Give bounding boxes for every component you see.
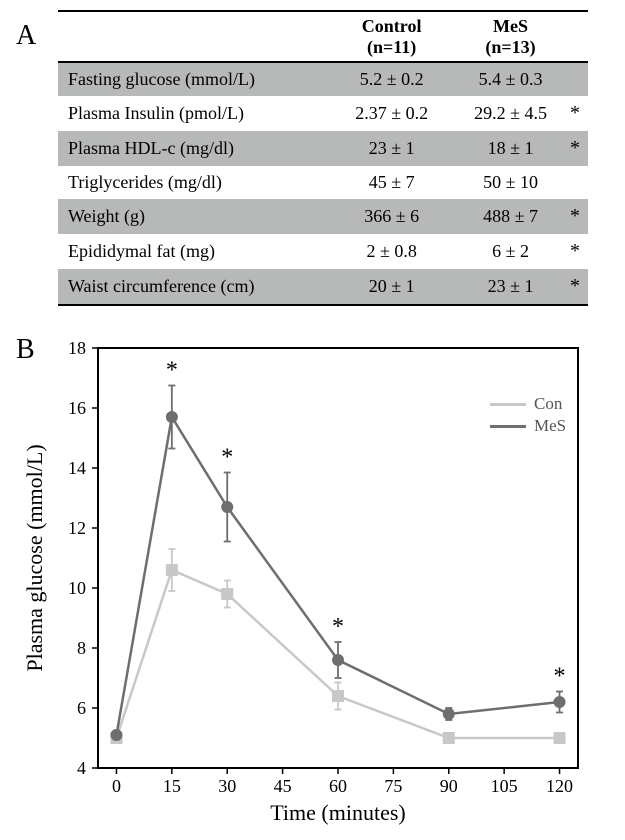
panel-a-label: A bbox=[16, 20, 36, 52]
cell-mes: 6 ± 2 bbox=[451, 234, 570, 269]
table-row: Plasma HDL-c (mg/dl)23 ± 118 ± 1* bbox=[58, 131, 588, 166]
cell-sig: * bbox=[570, 96, 588, 131]
table-row: Triglycerides (mg/dl)45 ± 750 ± 10 bbox=[58, 166, 588, 199]
svg-text:14: 14 bbox=[68, 458, 86, 478]
cell-mes: 5.4 ± 0.3 bbox=[451, 62, 570, 96]
cell-control: 23 ± 1 bbox=[332, 131, 451, 166]
chart-legend: ConMeS bbox=[490, 394, 566, 438]
table-row: Waist circumference (cm)20 ± 123 ± 1* bbox=[58, 269, 588, 305]
svg-text:90: 90 bbox=[440, 776, 458, 796]
col-header-param bbox=[58, 11, 332, 62]
legend-swatch bbox=[490, 403, 526, 406]
svg-text:45: 45 bbox=[274, 776, 292, 796]
col-header-mes-title: MeS bbox=[493, 16, 528, 36]
legend-label: MeS bbox=[534, 416, 566, 436]
svg-text:8: 8 bbox=[77, 638, 86, 658]
table-row: Epididymal fat (mg)2 ± 0.86 ± 2* bbox=[58, 234, 588, 269]
svg-text:105: 105 bbox=[491, 776, 518, 796]
cell-param: Plasma HDL-c (mg/dl) bbox=[58, 131, 332, 166]
table-row: Plasma Insulin (pmol/L)2.37 ± 0.229.2 ± … bbox=[58, 96, 588, 131]
cell-param: Triglycerides (mg/dl) bbox=[58, 166, 332, 199]
cell-control: 366 ± 6 bbox=[332, 199, 451, 234]
cell-param: Weight (g) bbox=[58, 199, 332, 234]
cell-sig: * bbox=[570, 131, 588, 166]
svg-text:16: 16 bbox=[68, 398, 86, 418]
cell-mes: 488 ± 7 bbox=[451, 199, 570, 234]
svg-text:Time (minutes): Time (minutes) bbox=[270, 800, 405, 825]
svg-text:*: * bbox=[554, 664, 566, 690]
cell-sig bbox=[570, 62, 588, 96]
cell-mes: 29.2 ± 4.5 bbox=[451, 96, 570, 131]
cell-param: Waist circumference (cm) bbox=[58, 269, 332, 305]
cell-control: 45 ± 7 bbox=[332, 166, 451, 199]
panel-b-chart: 4 6 8 10 12 14 16 18 0 15 30 45 60 75 90 105 120 Time (mi… bbox=[0, 328, 625, 828]
svg-text:12: 12 bbox=[68, 518, 86, 538]
svg-text:60: 60 bbox=[329, 776, 347, 796]
svg-text:75: 75 bbox=[384, 776, 402, 796]
col-header-sig bbox=[570, 11, 588, 62]
col-header-control: Control (n=11) bbox=[332, 11, 451, 62]
cell-control: 2.37 ± 0.2 bbox=[332, 96, 451, 131]
table-row: Fasting glucose (mmol/L)5.2 ± 0.25.4 ± 0… bbox=[58, 62, 588, 96]
cell-control: 20 ± 1 bbox=[332, 269, 451, 305]
svg-text:Plasma glucose (mmol/L): Plasma glucose (mmol/L) bbox=[22, 444, 47, 671]
legend-item: MeS bbox=[490, 416, 566, 436]
svg-text:30: 30 bbox=[218, 776, 236, 796]
cell-sig bbox=[570, 166, 588, 199]
svg-text:18: 18 bbox=[68, 338, 86, 358]
svg-text:*: * bbox=[166, 358, 178, 384]
legend-swatch bbox=[490, 425, 526, 428]
svg-text:*: * bbox=[332, 614, 344, 640]
col-header-control-n: (n=11) bbox=[367, 37, 416, 57]
cell-control: 5.2 ± 0.2 bbox=[332, 62, 451, 96]
col-header-mes-n: (n=13) bbox=[485, 37, 535, 57]
svg-text:6: 6 bbox=[77, 698, 86, 718]
data-table: Control (n=11) MeS (n=13) Fasting glucos… bbox=[58, 10, 588, 306]
svg-text:15: 15 bbox=[163, 776, 181, 796]
col-header-control-title: Control bbox=[362, 16, 422, 36]
svg-text:*: * bbox=[221, 445, 233, 471]
cell-control: 2 ± 0.8 bbox=[332, 234, 451, 269]
cell-mes: 23 ± 1 bbox=[451, 269, 570, 305]
table-row: Weight (g)366 ± 6488 ± 7* bbox=[58, 199, 588, 234]
svg-text:120: 120 bbox=[546, 776, 573, 796]
svg-text:0: 0 bbox=[112, 776, 121, 796]
cell-sig: * bbox=[570, 234, 588, 269]
svg-text:10: 10 bbox=[68, 578, 86, 598]
cell-sig: * bbox=[570, 199, 588, 234]
cell-param: Plasma Insulin (pmol/L) bbox=[58, 96, 332, 131]
legend-item: Con bbox=[490, 394, 566, 414]
cell-sig: * bbox=[570, 269, 588, 305]
cell-param: Epididymal fat (mg) bbox=[58, 234, 332, 269]
svg-text:4: 4 bbox=[77, 758, 86, 778]
cell-mes: 18 ± 1 bbox=[451, 131, 570, 166]
legend-label: Con bbox=[534, 394, 562, 414]
cell-param: Fasting glucose (mmol/L) bbox=[58, 62, 332, 96]
col-header-mes: MeS (n=13) bbox=[451, 11, 570, 62]
panel-a-table: Control (n=11) MeS (n=13) Fasting glucos… bbox=[58, 10, 588, 306]
cell-mes: 50 ± 10 bbox=[451, 166, 570, 199]
